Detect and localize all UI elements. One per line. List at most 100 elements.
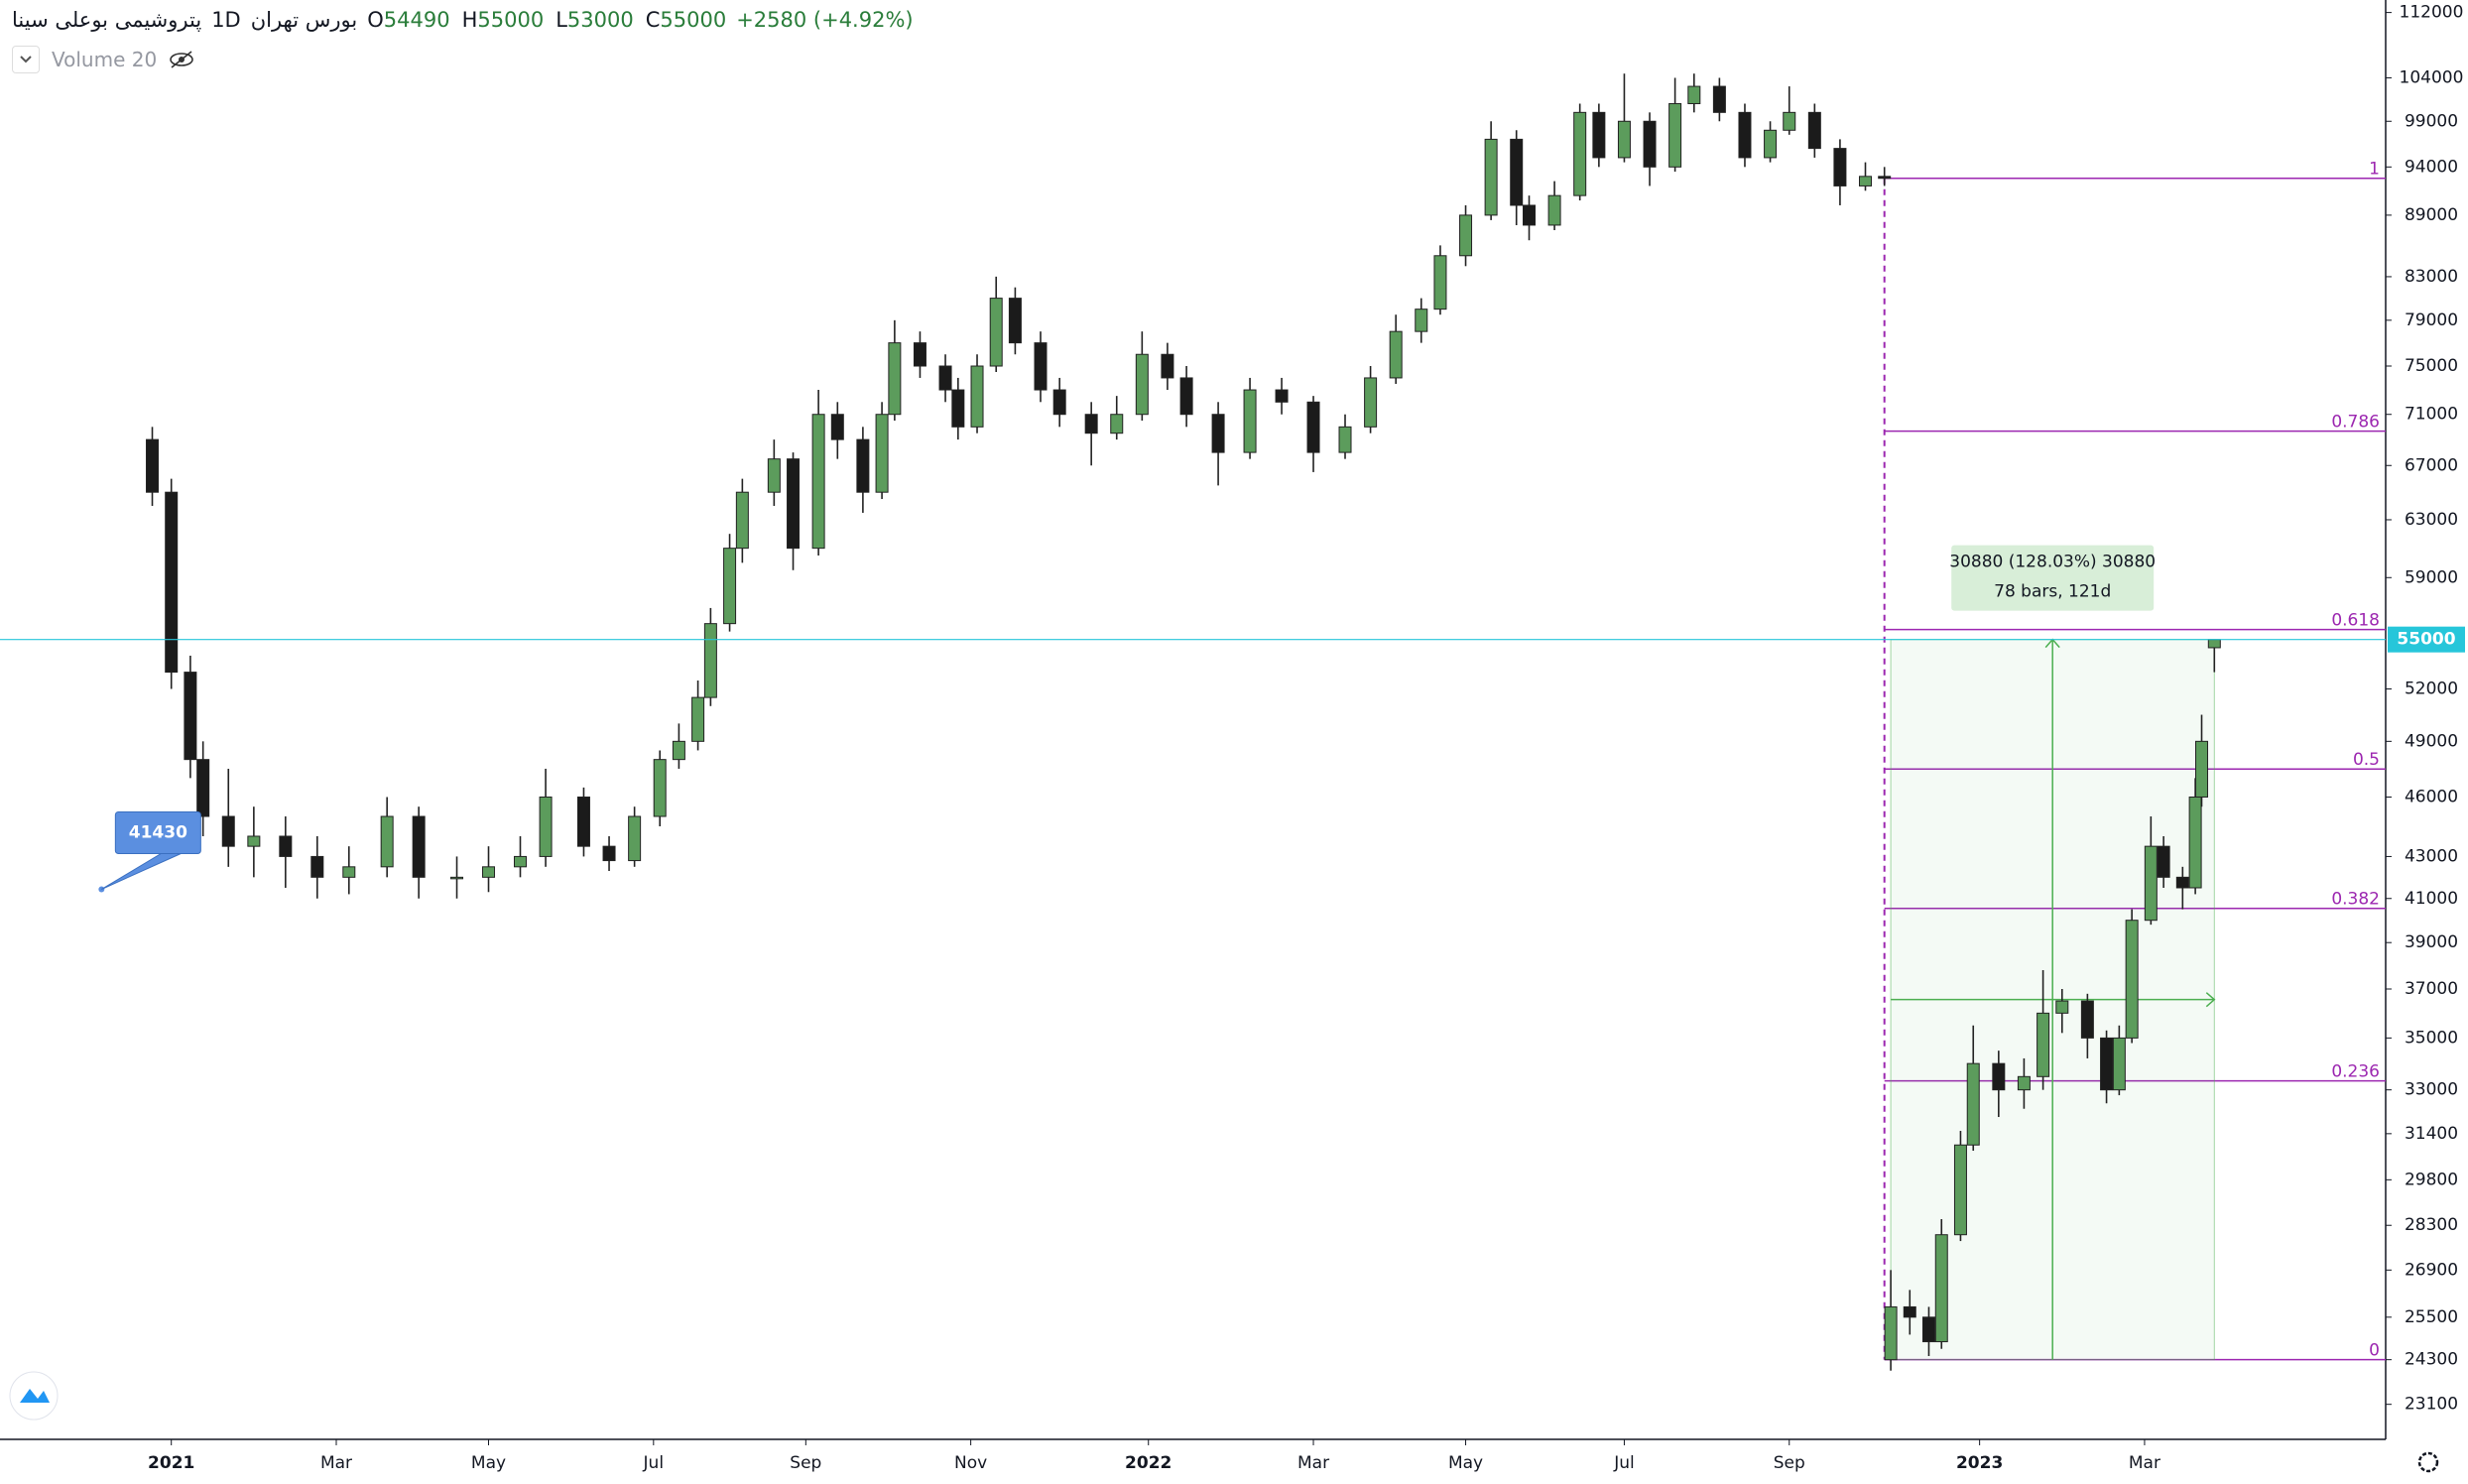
x-tick-label: May xyxy=(471,1453,506,1473)
candle-body xyxy=(830,414,844,440)
candle-body xyxy=(1008,298,1022,344)
candle-body xyxy=(1052,389,1066,416)
candle-body xyxy=(576,796,590,847)
candle-body xyxy=(2017,1075,2031,1091)
candle-body xyxy=(1161,353,1174,379)
hide-icon[interactable] xyxy=(169,50,194,69)
candle-body xyxy=(1668,102,1682,168)
settings-icon[interactable] xyxy=(2417,1451,2439,1473)
y-tick-label: 52000 xyxy=(2405,680,2458,699)
candle-body xyxy=(1643,120,1657,168)
candle-body xyxy=(1243,389,1257,453)
candle-body xyxy=(1484,138,1498,216)
candle-body xyxy=(735,491,749,550)
y-tick-label: 35000 xyxy=(2405,1028,2458,1048)
candle-body xyxy=(1953,1144,1967,1236)
y-tick-label: 24300 xyxy=(2405,1350,2458,1370)
candle-body xyxy=(653,759,667,817)
y-tick-label: 26900 xyxy=(2405,1260,2458,1280)
candle-body xyxy=(1878,176,1892,180)
candle-body xyxy=(1966,1062,1980,1146)
fib-level-label: 0.786 xyxy=(2331,413,2380,433)
candle-body xyxy=(723,548,737,625)
candle-body xyxy=(1592,111,1606,159)
candle-body xyxy=(970,365,984,428)
ohlc-key: O xyxy=(367,8,384,32)
y-tick-label: 79000 xyxy=(2405,310,2458,330)
y-tick-label: 39000 xyxy=(2405,932,2458,952)
candle-body xyxy=(1573,111,1587,196)
last-price-label: 55000 xyxy=(2397,630,2455,650)
candle-body xyxy=(1510,138,1524,206)
candle-body xyxy=(1783,111,1796,131)
candle-body xyxy=(1712,85,1726,113)
candle-body xyxy=(2195,740,2209,798)
ohlc-item: C55000 xyxy=(646,8,726,32)
y-tick-label: 104000 xyxy=(2400,67,2464,87)
indicator-label[interactable]: Volume 20 xyxy=(52,48,158,71)
y-tick-label: 33000 xyxy=(2405,1080,2458,1100)
candle-body xyxy=(1084,414,1098,434)
candle-body xyxy=(1459,214,1473,257)
candle-body xyxy=(602,845,616,862)
x-tick-label: Mar xyxy=(2129,1453,2160,1473)
candle-body xyxy=(146,438,160,493)
fib-level-label: 0.5 xyxy=(2353,750,2380,770)
symbol: پتروشیمی بوعلی سینا xyxy=(12,8,202,32)
candle-body xyxy=(1034,342,1048,391)
candle-body xyxy=(196,759,210,817)
ohlc-item: O54490 xyxy=(367,8,449,32)
candle-body xyxy=(380,815,394,868)
candle-body xyxy=(2112,1037,2126,1091)
candle-body xyxy=(1859,176,1873,186)
y-tick-label: 23100 xyxy=(2405,1395,2458,1415)
price-axis xyxy=(2386,0,2468,1484)
candle-body xyxy=(247,835,261,847)
candle-body xyxy=(691,696,705,742)
fib-level-label: 1 xyxy=(2369,160,2380,180)
candle-body xyxy=(703,623,717,698)
y-tick-label: 25500 xyxy=(2405,1307,2458,1327)
y-tick-label: 63000 xyxy=(2405,510,2458,530)
candle-body xyxy=(2125,920,2139,1039)
fib-level-label: 0.618 xyxy=(2331,611,2380,631)
candle-body xyxy=(1389,330,1403,379)
fib-level-label: 0.382 xyxy=(2331,890,2380,910)
ohlc-key: L xyxy=(555,8,567,32)
y-tick-label: 67000 xyxy=(2405,455,2458,475)
y-tick-label: 41000 xyxy=(2405,889,2458,909)
y-tick-label: 71000 xyxy=(2405,405,2458,425)
candle-body xyxy=(856,438,870,493)
x-tick-label: May xyxy=(1448,1453,1483,1473)
fib-level-label: 0.236 xyxy=(2331,1062,2380,1082)
y-tick-label: 43000 xyxy=(2405,846,2458,866)
candle-body xyxy=(450,876,464,880)
candle-body xyxy=(1921,1316,1935,1343)
x-tick-label: Nov xyxy=(954,1453,987,1473)
candle-body xyxy=(811,414,825,550)
candle-body xyxy=(1738,111,1752,159)
candle-body xyxy=(2157,845,2170,878)
callout-label: 41430 xyxy=(129,822,187,842)
candle-body xyxy=(767,458,781,493)
y-tick-label: 29800 xyxy=(2405,1170,2458,1189)
candle-body xyxy=(1110,414,1124,434)
ohlc-item: H55000 xyxy=(462,8,545,32)
candle-body xyxy=(1617,120,1631,159)
x-tick-label: Jul xyxy=(1613,1453,1635,1473)
interval[interactable]: 1D xyxy=(211,8,241,32)
ohlc-value: 55000 xyxy=(477,8,545,32)
candle-body xyxy=(513,855,527,868)
collapse-button[interactable] xyxy=(12,46,40,73)
last-price-badge xyxy=(2388,626,2465,653)
y-tick-label: 28300 xyxy=(2405,1215,2458,1235)
y-tick-label: 112000 xyxy=(2400,3,2464,23)
candle-body xyxy=(539,796,553,857)
y-tick-label: 37000 xyxy=(2405,979,2458,999)
candle-body xyxy=(1884,1305,1898,1361)
candle-body xyxy=(672,740,685,761)
y-tick-label: 89000 xyxy=(2405,205,2458,225)
candle-body xyxy=(482,866,496,878)
candle-body xyxy=(1764,129,1778,159)
